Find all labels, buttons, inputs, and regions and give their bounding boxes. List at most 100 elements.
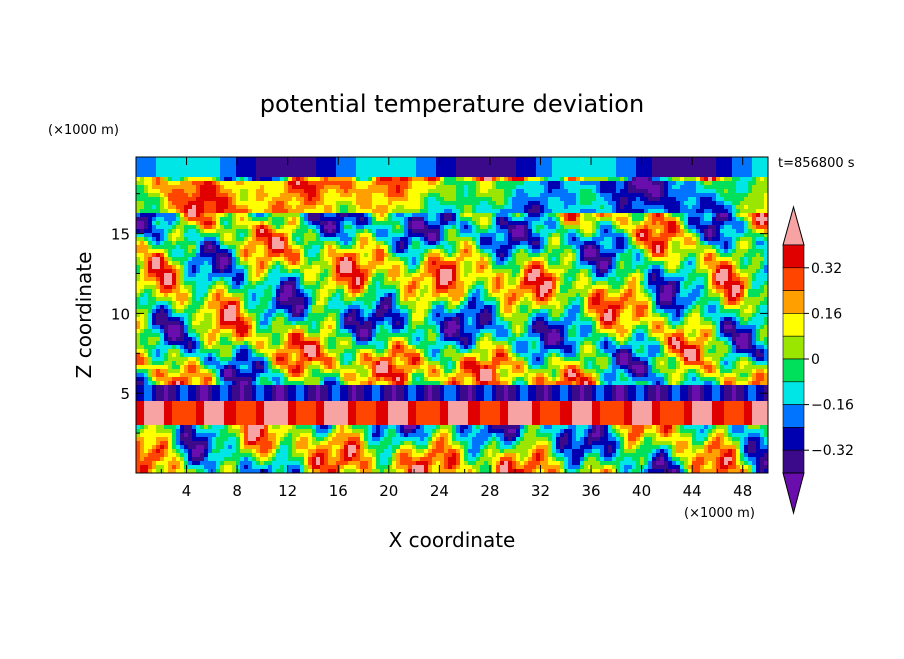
field-cell bbox=[756, 197, 761, 202]
field-cell bbox=[292, 177, 297, 182]
field-cell bbox=[728, 193, 733, 198]
field-cell bbox=[288, 237, 293, 242]
field-cell bbox=[268, 277, 273, 282]
field-cell bbox=[220, 257, 225, 262]
field-cell bbox=[412, 185, 417, 190]
field-cell bbox=[468, 245, 473, 250]
field-cell bbox=[368, 257, 373, 262]
field-cell bbox=[288, 169, 293, 174]
field-cell bbox=[164, 205, 169, 210]
field-cell bbox=[428, 241, 433, 246]
field-cell bbox=[648, 161, 653, 166]
field-cell bbox=[472, 225, 477, 230]
field-cell bbox=[228, 205, 233, 210]
field-cell bbox=[632, 273, 637, 278]
field-cell bbox=[148, 173, 153, 178]
field-cell bbox=[648, 157, 653, 162]
field-cell bbox=[652, 221, 657, 226]
field-cell bbox=[596, 257, 601, 262]
field-cell bbox=[320, 273, 325, 278]
field-cell bbox=[184, 213, 189, 218]
field-cell bbox=[280, 253, 285, 258]
field-cell bbox=[556, 177, 561, 182]
field-cell bbox=[388, 189, 393, 194]
field-cell bbox=[560, 201, 565, 206]
field-cell bbox=[544, 237, 549, 242]
field-cell bbox=[680, 169, 685, 174]
field-cell bbox=[568, 221, 573, 226]
field-cell bbox=[472, 281, 477, 286]
field-cell bbox=[648, 233, 653, 238]
field-cell bbox=[364, 173, 369, 178]
field-cell bbox=[236, 181, 241, 186]
field-cell bbox=[304, 177, 309, 182]
field-cell bbox=[328, 209, 333, 214]
field-cell bbox=[372, 197, 377, 202]
field-cell bbox=[160, 193, 165, 198]
field-cell bbox=[148, 217, 153, 222]
field-cell bbox=[672, 237, 677, 242]
field-cell bbox=[320, 257, 325, 262]
field-cell bbox=[400, 273, 405, 278]
field-cell bbox=[596, 161, 601, 166]
field-cell bbox=[512, 257, 517, 262]
field-cell bbox=[300, 181, 305, 186]
field-cell bbox=[568, 261, 573, 266]
field-cell bbox=[456, 205, 461, 210]
field-cell bbox=[592, 201, 597, 206]
field-cell bbox=[372, 205, 377, 210]
field-cell bbox=[336, 245, 341, 250]
field-cell bbox=[200, 209, 205, 214]
field-cell bbox=[228, 173, 233, 178]
field-cell bbox=[432, 169, 437, 174]
field-cell bbox=[180, 197, 185, 202]
field-cell bbox=[624, 181, 629, 186]
field-cell bbox=[528, 193, 533, 198]
field-cell bbox=[556, 233, 561, 238]
field-cell bbox=[560, 221, 565, 226]
field-cell bbox=[432, 193, 437, 198]
field-cell bbox=[464, 257, 469, 262]
field-cell bbox=[736, 249, 741, 254]
field-cell bbox=[160, 169, 165, 174]
field-cell bbox=[172, 225, 177, 230]
field-cell bbox=[312, 249, 317, 254]
field-cell bbox=[484, 245, 489, 250]
field-cell bbox=[200, 225, 205, 230]
field-cell bbox=[232, 193, 237, 198]
field-cell bbox=[220, 217, 225, 222]
field-cell bbox=[276, 225, 281, 230]
field-cell bbox=[476, 197, 481, 202]
field-cell bbox=[656, 209, 661, 214]
field-cell bbox=[320, 205, 325, 210]
field-cell bbox=[748, 241, 753, 246]
field-cell bbox=[684, 201, 689, 206]
field-cell bbox=[488, 197, 493, 202]
field-cell bbox=[632, 257, 637, 262]
field-cell bbox=[372, 249, 377, 254]
field-cell bbox=[304, 205, 309, 210]
field-cell bbox=[424, 185, 429, 190]
field-cell bbox=[688, 205, 693, 210]
field-cell bbox=[436, 253, 441, 258]
field-cell bbox=[388, 233, 393, 238]
field-cell bbox=[624, 209, 629, 214]
field-cell bbox=[184, 229, 189, 234]
field-cell bbox=[284, 173, 289, 178]
field-cell bbox=[592, 229, 597, 234]
field-cell bbox=[564, 273, 569, 278]
field-cell bbox=[600, 269, 605, 274]
field-cell bbox=[596, 265, 601, 270]
field-cell bbox=[448, 169, 453, 174]
field-cell bbox=[504, 237, 509, 242]
field-cell bbox=[252, 169, 257, 174]
field-cell bbox=[656, 213, 661, 218]
field-cell bbox=[504, 181, 509, 186]
field-cell bbox=[656, 181, 661, 186]
field-cell bbox=[180, 173, 185, 178]
field-cell bbox=[432, 261, 437, 266]
field-cell bbox=[204, 177, 209, 182]
field-cell bbox=[568, 225, 573, 230]
field-cell bbox=[668, 189, 673, 194]
field-cell bbox=[160, 189, 165, 194]
